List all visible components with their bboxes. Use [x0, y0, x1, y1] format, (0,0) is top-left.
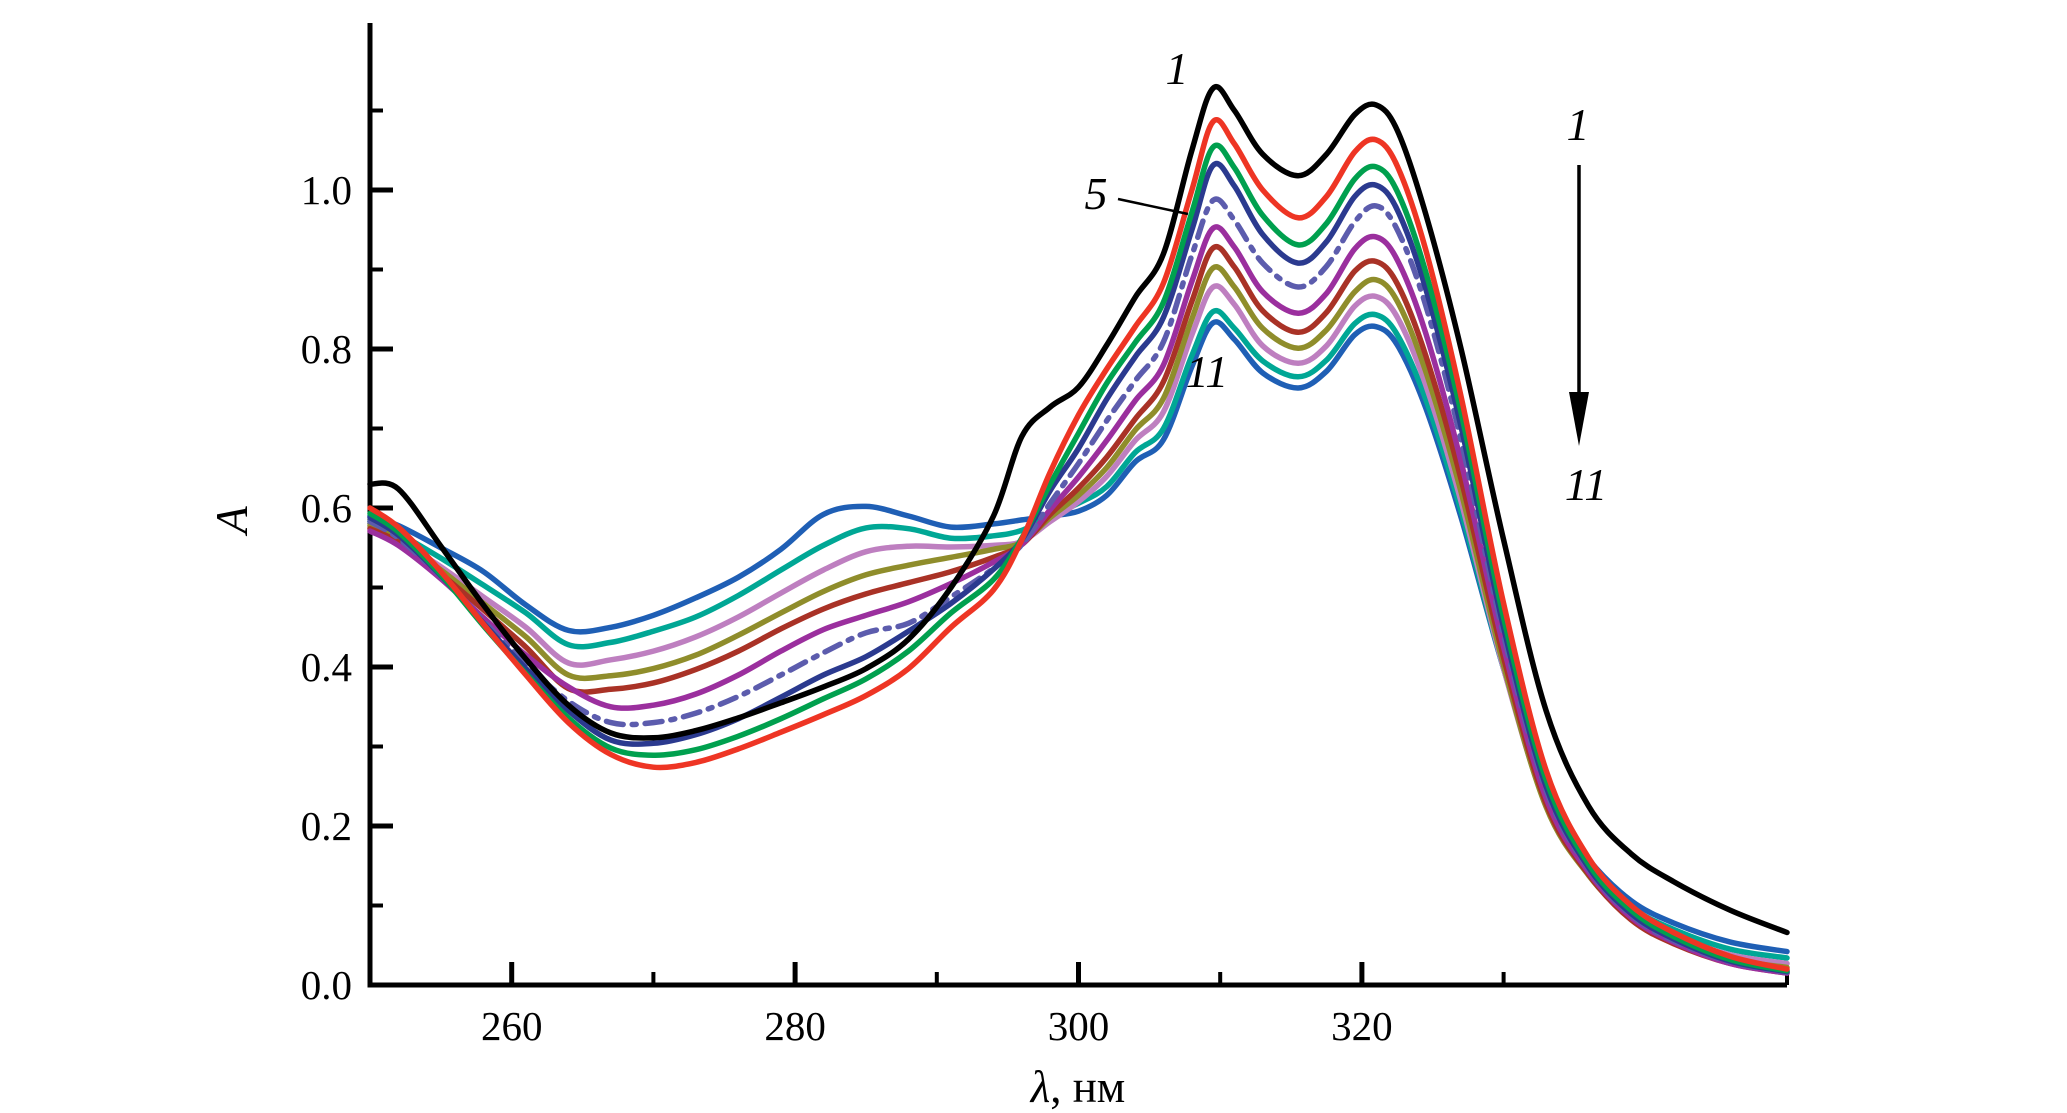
down-arrow-head-icon — [1569, 392, 1589, 446]
curve-8 — [367, 264, 1790, 971]
y-tick-label-0.4: 0.4 — [301, 644, 352, 690]
curve-1-label: 1 — [1166, 43, 1189, 94]
y-axis-title: A — [207, 506, 257, 537]
y-tick-label-1.0: 1.0 — [301, 167, 352, 213]
curve-5-label: 5 — [1085, 168, 1108, 219]
curve-2 — [367, 117, 1790, 972]
curve-3 — [367, 142, 1790, 974]
y-tick-label-0.6: 0.6 — [301, 485, 352, 531]
y-tick-label-0.8: 0.8 — [301, 326, 352, 372]
x-tick-label-300: 300 — [1048, 1003, 1110, 1049]
curve-5-leader-line — [1117, 197, 1189, 216]
curve-6 — [367, 224, 1790, 976]
curve-4 — [367, 160, 1790, 975]
x-tick-label-320: 320 — [1331, 1003, 1393, 1049]
y-tick-label-0.2: 0.2 — [301, 803, 352, 849]
arrow-bottom-label: 11 — [1565, 459, 1608, 510]
curve-11-label: 11 — [1186, 346, 1229, 397]
x-tick-label-280: 280 — [764, 1003, 826, 1049]
curve-7 — [367, 244, 1790, 976]
x-axis-title: λ, нм — [1029, 1062, 1126, 1112]
y-tick-label-0.0: 0.0 — [301, 962, 352, 1008]
arrow-top-label: 1 — [1567, 99, 1590, 150]
x-tick-label-260: 260 — [481, 1003, 543, 1049]
curve-1 — [367, 84, 1790, 936]
